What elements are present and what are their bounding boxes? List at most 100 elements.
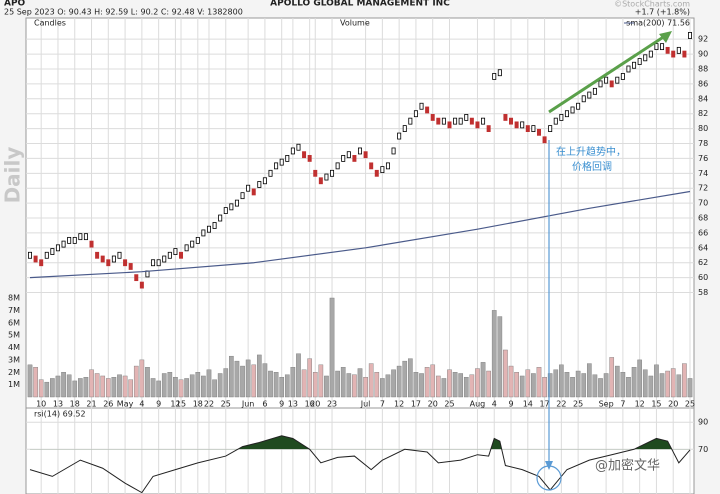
candle (397, 132, 402, 140)
x-tick-label: 22 (556, 400, 566, 409)
volume-bar (475, 368, 480, 398)
candle (123, 259, 128, 267)
volume-bar (307, 358, 312, 398)
volume-bar (564, 372, 570, 398)
x-tick-label: 25 (573, 400, 583, 409)
volume-bar (167, 372, 173, 398)
candle (106, 259, 111, 267)
candle (564, 110, 569, 118)
annotation-line: 价格回调 (572, 160, 612, 173)
x-tick-label: 4 (492, 400, 497, 409)
candle (44, 251, 49, 259)
y-tick-label: 92 (698, 35, 708, 44)
volume-bar (435, 375, 441, 398)
candle (665, 46, 670, 54)
candle (274, 162, 279, 170)
volume-bar (408, 358, 413, 398)
x-tick-label: 13 (288, 400, 298, 409)
candle (89, 240, 94, 248)
symbol: APO (4, 0, 26, 9)
candle (33, 255, 38, 263)
x-tick-label: 20 (668, 400, 678, 409)
volume-bar (603, 373, 609, 398)
y-tick-label: 74 (698, 169, 708, 178)
volume-bar (55, 375, 61, 398)
change: +1.7 (+1.8%) (635, 8, 690, 17)
volume-bar (642, 369, 648, 398)
volume-bar (598, 378, 603, 398)
candle (520, 121, 525, 129)
volume-bar (687, 378, 693, 398)
candle (318, 177, 323, 185)
x-tick-label: 21 (86, 400, 96, 409)
volume-bar (212, 379, 217, 398)
x-tick-label: 17 (539, 400, 549, 409)
x-tick-label: 7 (620, 400, 625, 409)
volume-bar (559, 364, 564, 398)
volume-bar (83, 377, 89, 398)
x-tick-label: 13 (53, 400, 63, 409)
x-tick-label: 20 (428, 400, 438, 409)
candle (195, 236, 200, 244)
candle (553, 117, 558, 125)
volume-bar (363, 377, 368, 398)
candle (139, 281, 144, 289)
candle (212, 222, 217, 229)
x-tick-label: Jun (241, 400, 255, 409)
y-tick-label: 70 (698, 445, 708, 454)
y-tick-label: 68 (698, 214, 708, 223)
candle (302, 151, 307, 159)
y-tick-label: 70 (698, 199, 708, 208)
candle (469, 117, 474, 125)
y-tick-label: 1M (8, 380, 20, 389)
candle (654, 43, 659, 51)
candle (296, 143, 301, 151)
candle (492, 73, 497, 80)
x-tick-label: 9 (279, 400, 284, 409)
candle (341, 155, 346, 162)
volume-bar (374, 372, 380, 398)
candle (61, 240, 66, 248)
candle (363, 151, 368, 159)
volume-bar (586, 363, 592, 398)
volume-bar (100, 375, 106, 398)
candle (246, 184, 251, 192)
volume-bar (525, 369, 531, 398)
y-tick-label: 76 (698, 154, 708, 163)
candle (313, 169, 318, 177)
x-tick-label: 12 (635, 400, 645, 409)
source: ©StockCharts.com (614, 0, 690, 9)
volume-bar (195, 372, 201, 398)
candle (453, 117, 458, 125)
volume-bar (424, 367, 430, 398)
volume-bar (570, 377, 575, 398)
candle (441, 117, 446, 125)
panel-label: Candles (34, 19, 66, 28)
candle (481, 117, 486, 125)
volume-bar (497, 316, 503, 398)
candle (458, 117, 463, 125)
candle (615, 76, 620, 84)
y-tick-label: 58 (698, 288, 708, 297)
x-tick-label: 15 (651, 400, 661, 409)
volume-bar (240, 365, 245, 398)
volume-bar (217, 373, 223, 398)
volume-bar (178, 379, 184, 398)
watermark: @加密文华 (595, 458, 660, 474)
y-tick-label: 82 (698, 109, 708, 118)
volume-bar (251, 364, 257, 398)
x-tick-label: Aug (470, 400, 486, 409)
candle (268, 169, 273, 177)
candle (55, 244, 60, 252)
volume-bar (279, 377, 285, 398)
volume-bar (61, 372, 66, 398)
candle (27, 251, 32, 259)
price-panel (25, 17, 695, 409)
y-tick-label: 5M (8, 331, 20, 340)
candle (190, 240, 195, 248)
candle (391, 147, 396, 155)
volume-bar (262, 363, 268, 398)
volume-bar (229, 355, 234, 398)
volume-bar (335, 370, 340, 398)
company-name: APOLLO GLOBAL MANAGEMENT INC (270, 0, 450, 9)
